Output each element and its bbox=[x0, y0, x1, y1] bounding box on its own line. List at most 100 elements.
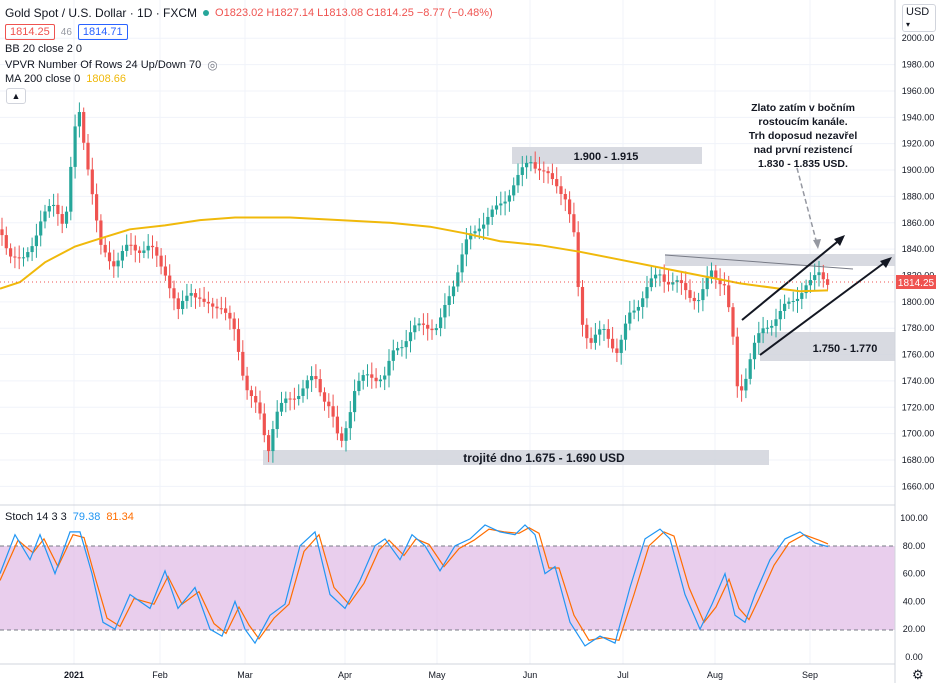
candle bbox=[580, 279, 585, 337]
candle bbox=[692, 291, 696, 310]
candle bbox=[99, 214, 103, 255]
stoch-legend[interactable]: Stoch 14 3 3 79.38 81.34 bbox=[5, 511, 134, 523]
candle bbox=[413, 317, 417, 340]
candle bbox=[211, 297, 215, 319]
ma-legend[interactable]: MA 200 close 0 1808.66 bbox=[5, 73, 126, 85]
candle bbox=[353, 379, 357, 422]
vpvr-legend[interactable]: VPVR Number Of Rows 24 Up/Down 70 ◎ bbox=[5, 58, 218, 72]
note-pointer-arrow bbox=[813, 239, 821, 249]
candle bbox=[542, 161, 546, 183]
candle bbox=[654, 266, 658, 288]
candle bbox=[361, 369, 365, 390]
candle bbox=[43, 204, 47, 229]
candle bbox=[95, 183, 99, 233]
candle bbox=[120, 245, 124, 269]
candle bbox=[705, 266, 709, 297]
candle bbox=[241, 340, 245, 381]
time-tick-label: Jul bbox=[617, 670, 629, 680]
candle bbox=[520, 156, 524, 187]
candle bbox=[636, 300, 640, 322]
candle bbox=[168, 264, 172, 299]
time-tick-label: May bbox=[428, 670, 446, 680]
candle bbox=[593, 322, 597, 350]
candle bbox=[107, 241, 112, 270]
candle bbox=[387, 349, 391, 388]
candle bbox=[396, 341, 400, 356]
candle bbox=[400, 339, 404, 357]
candle bbox=[507, 189, 511, 212]
candle bbox=[297, 384, 301, 406]
channel-upper-arrow bbox=[834, 235, 845, 246]
candle bbox=[245, 366, 249, 400]
time-tick-label: 2021 bbox=[64, 670, 84, 680]
candle bbox=[546, 166, 550, 184]
candle bbox=[735, 327, 739, 398]
price-tick-label: 1720.00 bbox=[902, 402, 935, 412]
candle bbox=[619, 334, 623, 365]
candle bbox=[731, 302, 735, 345]
candle bbox=[202, 286, 206, 307]
stoch-tick-label: 0.00 bbox=[905, 652, 923, 662]
collapse-legend-button[interactable]: ▲ bbox=[6, 88, 26, 104]
candle bbox=[482, 212, 486, 241]
stoch-label: Stoch 14 3 3 bbox=[5, 511, 67, 523]
price-tick-label: 2000.00 bbox=[902, 33, 935, 43]
candle bbox=[34, 223, 38, 258]
symbol-title[interactable]: Gold Spot / U.S. Dollar · 1D · FXCM bbox=[5, 6, 198, 20]
candle bbox=[490, 205, 494, 226]
candle bbox=[447, 285, 451, 317]
candle bbox=[774, 308, 778, 338]
note-line: nad první rezistencí bbox=[754, 144, 854, 156]
candle bbox=[142, 241, 146, 259]
price-axis[interactable]: 1660.00 1680.00 1700.00 1720.00 1740.00 1760.… bbox=[902, 33, 935, 491]
vpvr-label: VPVR Number Of Rows 24 Up/Down 70 bbox=[5, 59, 202, 71]
candle bbox=[602, 324, 606, 342]
candle bbox=[559, 176, 563, 206]
candle bbox=[335, 405, 339, 441]
candle bbox=[64, 206, 69, 229]
candle bbox=[163, 255, 167, 281]
range-mid-label: 1.750 - 1.770 bbox=[813, 343, 878, 355]
candle bbox=[69, 156, 73, 221]
candle bbox=[322, 387, 327, 411]
currency-selector[interactable]: USD ▾ bbox=[902, 4, 936, 32]
candle bbox=[666, 269, 671, 292]
candle bbox=[722, 272, 726, 296]
candle bbox=[331, 394, 335, 428]
candle bbox=[13, 246, 17, 269]
candle bbox=[486, 207, 490, 237]
candle bbox=[817, 261, 821, 287]
candle bbox=[748, 353, 752, 385]
candle bbox=[555, 167, 559, 194]
chevron-down-icon: ▾ bbox=[906, 20, 911, 29]
candle bbox=[258, 390, 262, 420]
candle bbox=[606, 319, 610, 348]
candle bbox=[783, 294, 787, 319]
candle bbox=[649, 266, 653, 292]
candle bbox=[787, 297, 791, 310]
ma-value: 1808.66 bbox=[86, 73, 126, 85]
bid-button[interactable]: 1814.25 bbox=[5, 24, 55, 40]
candle bbox=[288, 391, 292, 411]
gear-icon[interactable]: ⚙ bbox=[912, 667, 924, 682]
candle bbox=[206, 291, 210, 314]
candle bbox=[39, 210, 43, 247]
candle bbox=[611, 326, 615, 353]
time-axis[interactable]: 2021 Feb Mar Apr May Jun Jul Aug Sep bbox=[64, 670, 818, 680]
candle bbox=[185, 283, 189, 309]
bb-legend[interactable]: BB 20 close 2 0 bbox=[5, 43, 82, 55]
candle bbox=[628, 300, 632, 331]
candle bbox=[9, 243, 13, 264]
time-tick-label: Feb bbox=[152, 670, 168, 680]
candle bbox=[232, 312, 236, 341]
candle bbox=[348, 401, 352, 440]
ask-button[interactable]: 1814.71 bbox=[77, 24, 128, 40]
symbol-legend[interactable]: Gold Spot / U.S. Dollar · 1D · FXCM O182… bbox=[5, 6, 493, 20]
stoch-axis[interactable]: 0.00 20.00 40.00 60.00 80.00 100.00 bbox=[900, 513, 928, 662]
candle bbox=[434, 323, 438, 336]
candle bbox=[279, 391, 284, 417]
candle bbox=[714, 264, 718, 289]
spread-value: 46 bbox=[60, 26, 72, 38]
eye-off-icon[interactable]: ◎ bbox=[207, 58, 218, 72]
